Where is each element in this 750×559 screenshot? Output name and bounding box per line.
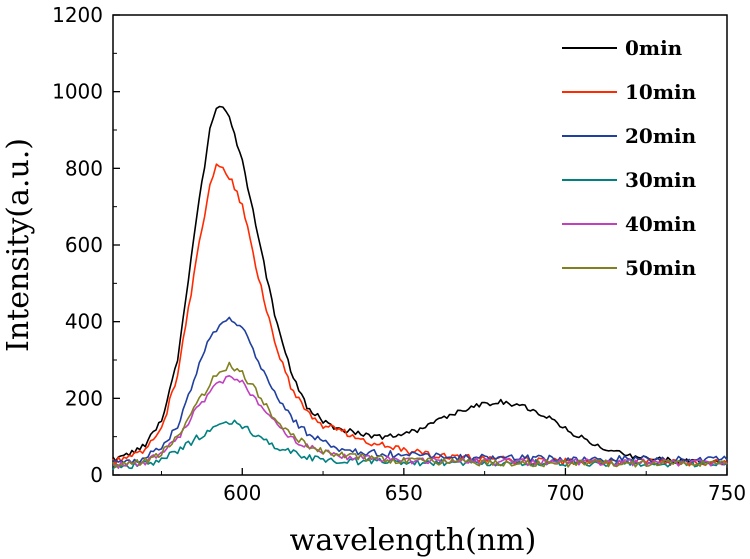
y-axis-title: Intensity(a.u.) xyxy=(1,138,36,352)
legend-label-0min: 0min xyxy=(625,36,683,60)
legend-label-30min: 30min xyxy=(625,168,697,192)
x-tick-label: 600 xyxy=(223,481,261,505)
y-tick-label: 1000 xyxy=(52,80,103,104)
series-line-50min xyxy=(112,361,728,469)
series-line-20min xyxy=(112,316,728,464)
series-line-10min xyxy=(112,163,728,467)
legend-label-10min: 10min xyxy=(625,80,697,104)
legend: 0min 10min 20min 30min 40min 50min xyxy=(562,36,697,280)
y-tick-label: 800 xyxy=(65,156,103,180)
series-line-40min xyxy=(112,375,728,469)
axes: 600 650 700 750 0 200 400 600 800 1000 1200 xyxy=(52,3,746,505)
y-tick-label: 600 xyxy=(65,233,103,257)
x-tick-label: 750 xyxy=(708,481,746,505)
y-tick-label: 400 xyxy=(65,310,103,334)
y-tick-label: 1200 xyxy=(52,3,103,27)
legend-label-50min: 50min xyxy=(625,256,697,280)
x-tick-label: 700 xyxy=(546,481,584,505)
series-group xyxy=(112,105,728,471)
y-tick-label: 0 xyxy=(90,463,103,487)
x-tick-label: 650 xyxy=(385,481,423,505)
series-line-0min xyxy=(112,105,728,466)
x-axis-title: wavelength(nm) xyxy=(290,523,537,558)
legend-label-40min: 40min xyxy=(625,212,697,236)
legend-label-20min: 20min xyxy=(625,124,697,148)
y-tick-label: 200 xyxy=(65,386,103,410)
